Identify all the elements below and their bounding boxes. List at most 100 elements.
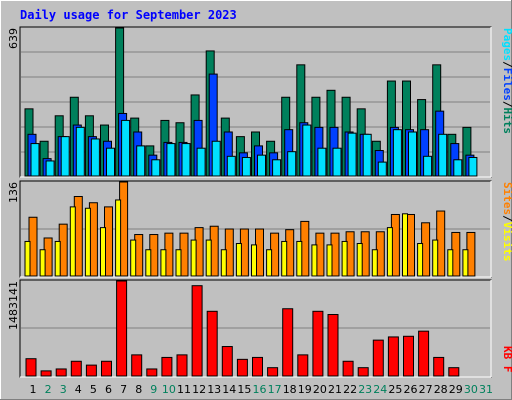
kbytes-bar-day-10 <box>161 356 173 377</box>
day-label-8: 8 <box>135 383 142 396</box>
kbytes-bar-day-18 <box>282 308 294 377</box>
kbytes-bar-day-11 <box>176 354 188 377</box>
kbytes-bar-day-1 <box>25 358 37 377</box>
visits-bar-day-16 <box>251 244 257 277</box>
day-label-23: 23 <box>358 383 372 396</box>
day-label-20: 20 <box>313 383 327 396</box>
pages-bar-day-10 <box>166 143 176 177</box>
visits-bar-day-17 <box>266 249 273 277</box>
day-label-7: 7 <box>120 383 127 396</box>
visits-bar-day-10 <box>160 249 167 277</box>
day-label-19: 19 <box>298 383 312 396</box>
day-label-27: 27 <box>419 383 433 396</box>
pages-bar-day-25 <box>392 129 402 177</box>
chart-title: Daily usage for September 2023 <box>20 8 237 22</box>
pages-bar-day-28 <box>438 133 448 177</box>
panel3-ymax-label: 1483141 <box>7 281 20 330</box>
x-axis-day-labels: 1 2 3 4 5 6 7 8 9 10 11 12 13 14 15 16 17 18 19 20 21 22 23 24 2… <box>30 383 494 396</box>
kbytes-bar-day-7 <box>116 280 128 377</box>
kbytes-bar-day-5 <box>85 364 97 377</box>
pages-bar-day-8 <box>136 145 146 177</box>
day-label-16: 16 <box>253 383 267 396</box>
day-label-6: 6 <box>105 383 112 396</box>
kbytes-bar-day-15 <box>236 358 248 377</box>
kbytes-bar-day-2 <box>40 370 52 377</box>
kbytes-bar-day-26 <box>403 335 414 377</box>
kbytes-bar-day-29 <box>448 367 460 377</box>
legend-middle-part-1: / <box>501 215 512 222</box>
panel2-ymax-label: 136 <box>7 182 20 203</box>
pages-bar-day-11 <box>181 143 191 177</box>
visits-bar-day-15 <box>235 243 242 277</box>
visits-bar-day-6 <box>100 227 106 277</box>
day-label-31: 31 <box>479 383 493 396</box>
visits-bar-day-19 <box>296 240 303 277</box>
kbytes-bar-day-28 <box>433 356 445 377</box>
visits-bar-day-1 <box>24 240 31 277</box>
kbytes-bar-day-14 <box>221 346 233 377</box>
day-label-29: 29 <box>449 383 463 396</box>
visits-bar-day-28 <box>432 239 439 277</box>
day-label-1: 1 <box>30 383 37 396</box>
pages-bar-day-16 <box>257 154 266 177</box>
pages-bar-day-7 <box>121 119 131 177</box>
pages-bar-day-20 <box>317 147 327 177</box>
visits-bar-day-5 <box>84 207 91 277</box>
pages-bar-day-24 <box>377 161 387 177</box>
visits-bar-day-25 <box>386 227 393 277</box>
kbytes-bar-day-8 <box>131 354 143 377</box>
kbytes-bar-day-12 <box>191 285 203 377</box>
day-label-11: 11 <box>177 383 191 396</box>
visits-bar-day-12 <box>190 239 197 277</box>
legend-top-part-1: / <box>501 61 512 68</box>
kbytes-bar-day-9 <box>146 368 158 377</box>
visits-bar-day-11 <box>175 249 182 277</box>
day-label-18: 18 <box>283 383 297 396</box>
kbytes-bar-day-21 <box>327 314 339 377</box>
visits-bar-day-24 <box>371 249 378 277</box>
visits-bar-day-29 <box>447 249 454 277</box>
visits-bar-day-3 <box>54 240 61 277</box>
series-legend-top: Pages/Files/Hits <box>501 28 512 134</box>
legend-top-part-0: Pages <box>501 28 512 61</box>
kbytes-bar-day-22 <box>342 360 354 377</box>
day-label-22: 22 <box>343 383 357 396</box>
visits-bar-day-4 <box>69 206 76 277</box>
legend-top-part-2: Files <box>501 68 512 101</box>
legend-bottom-part-0: KB F <box>501 346 512 373</box>
pages-bar-day-21 <box>332 147 342 177</box>
pages-bar-day-3 <box>60 136 70 177</box>
pages-bar-day-30 <box>468 156 478 177</box>
pages-bar-day-18 <box>287 151 297 177</box>
legend-middle-part-2: Visits <box>501 222 512 262</box>
day-label-13: 13 <box>207 383 221 396</box>
day-label-24: 24 <box>373 383 387 396</box>
pages-bar-day-17 <box>272 159 282 177</box>
panel1-ymax-label: 639 <box>7 28 20 49</box>
pages-bar-day-5 <box>90 138 100 177</box>
pages-bar-day-13 <box>211 140 221 177</box>
day-label-3: 3 <box>60 383 67 396</box>
visits-bar-day-21 <box>326 244 333 277</box>
pages-bar-day-26 <box>408 131 417 177</box>
legend-top-part-4: Hits <box>501 108 512 135</box>
pages-bar-day-1 <box>30 143 40 177</box>
day-label-5: 5 <box>90 383 97 396</box>
pages-bar-day-4 <box>75 126 85 177</box>
pages-bar-day-19 <box>302 124 312 177</box>
visits-bar-day-20 <box>311 244 318 277</box>
day-label-25: 25 <box>388 383 402 396</box>
kbytes-bar-day-4 <box>70 360 82 377</box>
day-label-4: 4 <box>75 383 82 396</box>
pages-bar-day-29 <box>453 159 463 177</box>
kbytes-bar-day-25 <box>387 336 399 377</box>
kbytes-bar-day-23 <box>357 367 369 377</box>
pages-bar-day-15 <box>241 156 251 177</box>
kbytes-bar-day-13 <box>206 310 218 377</box>
day-label-15: 15 <box>237 383 251 396</box>
day-label-17: 17 <box>268 383 282 396</box>
day-label-26: 26 <box>404 383 418 396</box>
pages-bar-day-6 <box>106 147 115 177</box>
day-label-21: 21 <box>328 383 342 396</box>
visits-bar-day-14 <box>220 249 227 277</box>
